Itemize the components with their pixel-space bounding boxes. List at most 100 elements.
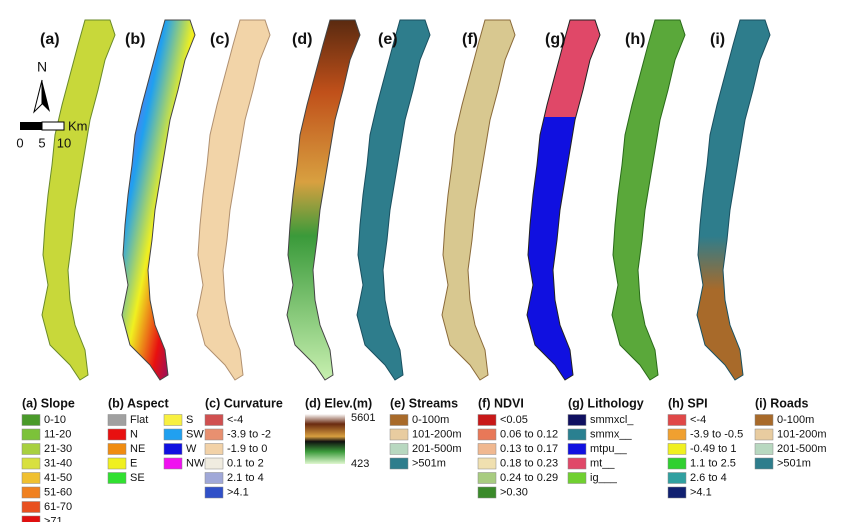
legend-label: 1.1 to 2.5: [690, 457, 736, 469]
legend-label: mt__: [590, 457, 615, 469]
legend-swatch: [568, 415, 586, 426]
panel-label: (g): [545, 31, 565, 48]
figure: N Km (a)(b)(c)(d)(e)(f)(g)(h)(i)0510(a) …: [0, 0, 848, 522]
legend-swatch: [668, 458, 686, 469]
legend-swatch: [755, 458, 773, 469]
legend-swatch: [164, 444, 182, 455]
legend-title: (i) Roads: [755, 396, 809, 410]
legend-swatch: [478, 473, 496, 484]
map-ndvi: [442, 20, 515, 380]
maps: [42, 20, 770, 380]
legend-label: 201-500m: [777, 443, 827, 455]
panel-label: (i): [710, 31, 725, 48]
panel-label: (h): [625, 31, 645, 48]
legend-swatch: [22, 473, 40, 484]
legend-swatch: [755, 429, 773, 440]
arrow-right: [42, 80, 50, 112]
legend-label: W: [186, 443, 197, 455]
legend-title: (b) Aspect: [108, 396, 169, 410]
legend-label: N: [130, 428, 138, 440]
legend-swatch: [668, 429, 686, 440]
map-roads: [697, 20, 770, 380]
north-label: N: [37, 59, 47, 75]
legend-swatch: [205, 487, 223, 498]
legend-label: 201-500m: [412, 443, 462, 455]
legend-title: (e) Streams: [390, 396, 458, 410]
legend-swatch: [390, 458, 408, 469]
scale-seg: [20, 122, 42, 130]
legend-swatch: [390, 444, 408, 455]
legend-label: 2.1 to 4: [227, 472, 264, 484]
legend-label: 51-60: [44, 486, 72, 498]
map-spi: [612, 20, 685, 380]
legend-swatch: [22, 444, 40, 455]
legend-label: 101-200m: [777, 428, 827, 440]
legend-label: SE: [130, 472, 145, 484]
panel-label: (d): [292, 31, 312, 48]
legend-swatch: [390, 429, 408, 440]
legend-swatch: [205, 415, 223, 426]
map-elevation: [287, 20, 360, 380]
legend-swatch: [108, 473, 126, 484]
legend-label: 61-70: [44, 501, 72, 513]
legend-label: >0.30: [500, 486, 528, 498]
arrow-left: [34, 80, 42, 112]
legend-swatch: [205, 444, 223, 455]
legend-label: SW: [186, 428, 204, 440]
elevation-max: 5601: [351, 412, 375, 424]
legend-swatch: [568, 473, 586, 484]
legend-label: 101-200m: [412, 428, 462, 440]
legend-label: -3.9 to -0.5: [690, 428, 743, 440]
scale-tick: 10: [57, 135, 71, 150]
legend-swatch: [205, 458, 223, 469]
legend-swatch: [205, 473, 223, 484]
legend-label: mtpu__: [590, 443, 628, 455]
legend-label: 0-100m: [412, 414, 449, 426]
legend-title: (a) Slope: [22, 396, 75, 410]
legend-swatch: [755, 415, 773, 426]
legend-title: (f) NDVI: [478, 396, 524, 410]
legend-title: (h) SPI: [668, 396, 708, 410]
legend-swatch: [478, 458, 496, 469]
legend-swatch: [668, 487, 686, 498]
legend-swatch: [668, 473, 686, 484]
legend-swatch: [108, 429, 126, 440]
legend-label: 0.06 to 0.12: [500, 428, 558, 440]
legend-swatch: [755, 444, 773, 455]
scale-unit: Km: [68, 118, 88, 133]
legend-label: <-4: [690, 414, 706, 426]
legend-title: (g) Lithology: [568, 396, 644, 410]
legend-label: <-4: [227, 414, 243, 426]
legend-swatch: [164, 458, 182, 469]
legend-swatch: [22, 487, 40, 498]
legend-label: 0.18 to 0.23: [500, 457, 558, 469]
legend-label: 0-10: [44, 414, 66, 426]
legend-swatch: [568, 444, 586, 455]
north-arrow: N: [34, 59, 50, 112]
legend-label: >4.1: [690, 486, 712, 498]
legend-label: >501m: [412, 457, 446, 469]
map-aspect: [122, 20, 195, 380]
legend-swatch: [668, 444, 686, 455]
panel-label: (a): [40, 31, 60, 48]
legend-label: 0.24 to 0.29: [500, 472, 558, 484]
legend-label: 31-40: [44, 457, 72, 469]
panel-label: (c): [210, 31, 230, 48]
legend-swatch: [478, 415, 496, 426]
legend-swatch: [478, 444, 496, 455]
map-streams: [357, 20, 430, 380]
legend-label: 0.13 to 0.17: [500, 443, 558, 455]
panel-label: (e): [378, 31, 398, 48]
scale-seg: [42, 122, 64, 130]
legend-label: 11-20: [44, 428, 71, 440]
elevation-min: 423: [351, 458, 369, 470]
legend-title: (d) Elev.(m): [305, 396, 372, 410]
legend-label: >71: [44, 515, 63, 522]
legend-swatch: [164, 429, 182, 440]
legend-label: >501m: [777, 457, 811, 469]
legend-swatch: [568, 429, 586, 440]
legend-label: <0.05: [500, 414, 528, 426]
legend-swatch: [108, 458, 126, 469]
legend-label: E: [130, 457, 137, 469]
legend-label: S: [186, 414, 193, 426]
